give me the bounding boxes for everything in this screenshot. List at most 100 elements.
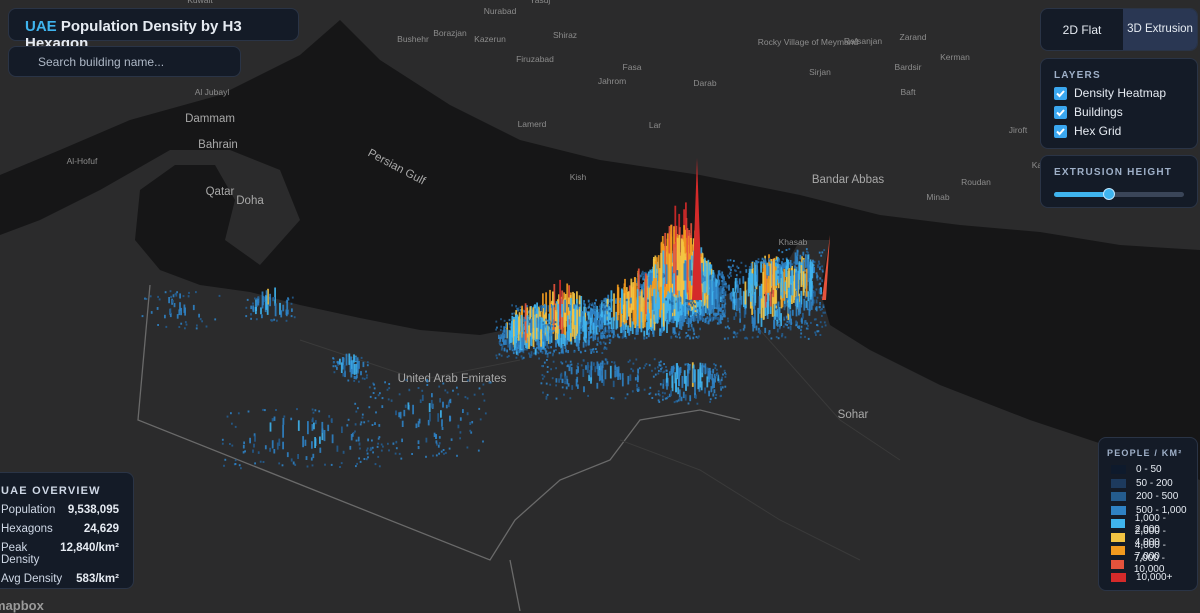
hex-column: [374, 397, 377, 400]
hex-column: [808, 308, 811, 316]
hex-column: [311, 419, 314, 423]
map-label: Bandar Abbas: [812, 174, 885, 186]
attribution: mapbox: [0, 598, 44, 613]
hex-column: [759, 329, 761, 335]
hex-column: [536, 333, 539, 346]
hex-column: [605, 314, 608, 317]
hex-column: [175, 293, 178, 297]
hex-column: [678, 234, 681, 291]
hex-column: [791, 275, 794, 296]
search-box[interactable]: Search building name...: [8, 46, 241, 77]
check-icon: [1056, 127, 1065, 135]
hex-column: [684, 336, 687, 339]
hex-column: [707, 317, 710, 321]
overview-row: Population 9,538,095: [1, 504, 119, 516]
hex-column: [398, 393, 401, 396]
hex-column: [682, 391, 685, 399]
hex-column: [687, 365, 690, 374]
checkbox[interactable]: [1054, 86, 1067, 100]
hex-column: [606, 335, 609, 338]
slider-thumb[interactable]: [1103, 188, 1115, 200]
hex-column: [706, 321, 709, 324]
hex-column: [568, 366, 571, 372]
hex-column: [717, 270, 720, 275]
legend-title: PEOPLE / KM²: [1107, 448, 1183, 458]
hex-column: [660, 370, 662, 373]
hex-column: [527, 316, 530, 328]
checkbox[interactable]: [1054, 124, 1067, 138]
hex-column: [306, 465, 309, 468]
hex-column: [696, 336, 699, 339]
hex-column: [264, 445, 267, 450]
hex-column: [459, 437, 461, 440]
hex-column: [274, 287, 276, 306]
hex-column: [734, 278, 737, 290]
hex-column: [282, 304, 285, 312]
hex-column: [662, 303, 665, 327]
hex-column: [809, 297, 811, 312]
legend-swatch: [1111, 559, 1124, 569]
hex-column: [214, 318, 217, 321]
hex-column: [768, 331, 770, 336]
hex-column: [695, 394, 697, 399]
hex-column: [597, 363, 600, 367]
toggle-3d[interactable]: 3D Extrusion: [1123, 9, 1197, 50]
hex-column: [618, 300, 621, 303]
hex-column: [176, 291, 178, 294]
hex-column: [714, 312, 717, 319]
hex-column: [456, 386, 458, 389]
hex-column: [696, 307, 699, 319]
hex-column: [784, 282, 787, 292]
hex-column: [369, 395, 372, 398]
hex-column: [775, 270, 777, 286]
hex-column: [689, 311, 692, 316]
hex-column: [605, 299, 608, 307]
hex-column: [590, 335, 593, 339]
hex-column: [653, 313, 656, 331]
slider[interactable]: [1054, 188, 1184, 200]
hex-column: [506, 356, 509, 358]
hex-column: [377, 455, 380, 458]
hex-column: [711, 377, 714, 389]
toggle-2d[interactable]: 2D Flat: [1041, 9, 1123, 50]
hex-column: [345, 353, 348, 366]
hex-column: [713, 373, 716, 378]
hex-column: [606, 329, 608, 333]
hex-column: [775, 284, 778, 313]
hex-column: [448, 447, 451, 450]
hex-column: [392, 442, 395, 445]
hex-column: [751, 273, 754, 297]
checkbox[interactable]: [1054, 105, 1067, 119]
hex-column: [821, 314, 823, 317]
hex-column: [701, 316, 703, 320]
hex-column: [165, 325, 168, 328]
legend-swatch: [1111, 573, 1126, 583]
hex-column: [592, 307, 595, 310]
hex-column: [796, 298, 799, 308]
hex-column: [466, 397, 469, 400]
hex-column: [688, 300, 690, 303]
hex-column: [768, 258, 771, 260]
hex-column: [538, 341, 540, 350]
hex-column: [635, 358, 638, 361]
hex-column: [649, 284, 652, 319]
overview-row: Peak Density 12,840/km²: [1, 542, 119, 566]
hex-column: [590, 351, 593, 354]
hex-column: [615, 299, 617, 304]
hex-column: [603, 299, 605, 303]
hex-column: [534, 348, 537, 355]
hex-column: [712, 280, 715, 292]
map-label: United Arab Emirates: [398, 373, 507, 385]
map-label: Darab: [693, 78, 716, 88]
hex-column: [739, 270, 742, 274]
hex-column: [261, 314, 263, 319]
hex-column: [185, 323, 188, 326]
hex-column: [282, 417, 285, 425]
hex-column: [670, 335, 673, 339]
hex-column: [447, 401, 450, 408]
hex-column: [311, 441, 313, 449]
hex-column: [687, 321, 690, 328]
hex-column: [608, 326, 610, 329]
hex-column: [540, 329, 542, 347]
hex-column: [819, 267, 821, 271]
